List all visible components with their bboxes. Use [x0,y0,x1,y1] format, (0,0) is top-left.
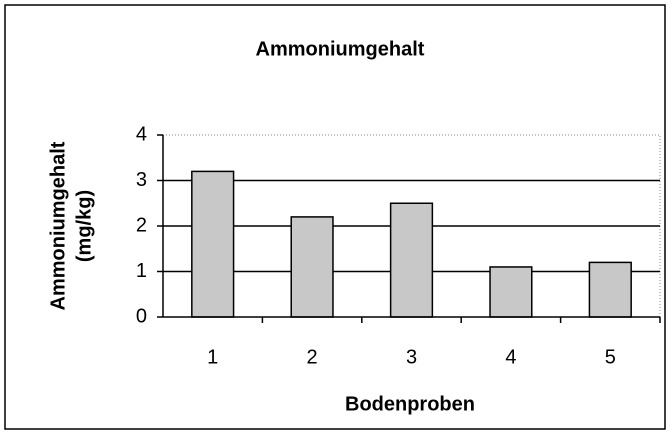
x-tick-label: 5 [605,346,616,368]
y-tick-label: 0 [136,305,147,327]
y-tick-label: 2 [136,214,147,236]
x-tick-label: 2 [307,346,318,368]
x-axis-label: Bodenproben [345,393,475,415]
chart-frame [4,4,666,430]
y-axis-label-line: Ammoniumgehalt [47,141,69,310]
bar [191,170,235,318]
x-tick-label: 3 [406,346,417,368]
bar [389,202,434,318]
bar [588,261,632,318]
y-axis-label: Ammoniumgehalt (mg/kg) [47,141,95,310]
bar [290,216,334,318]
y-tick-label: 1 [136,260,147,282]
x-tick-label: 4 [505,346,516,368]
bar [489,266,533,318]
chart-title: Ammoniumgehalt [256,38,425,60]
y-tick-label: 3 [136,169,147,191]
y-tick-label: 4 [136,123,147,145]
y-axis-label-line: (mg/kg) [73,190,95,262]
x-tick-label: 1 [207,346,218,368]
